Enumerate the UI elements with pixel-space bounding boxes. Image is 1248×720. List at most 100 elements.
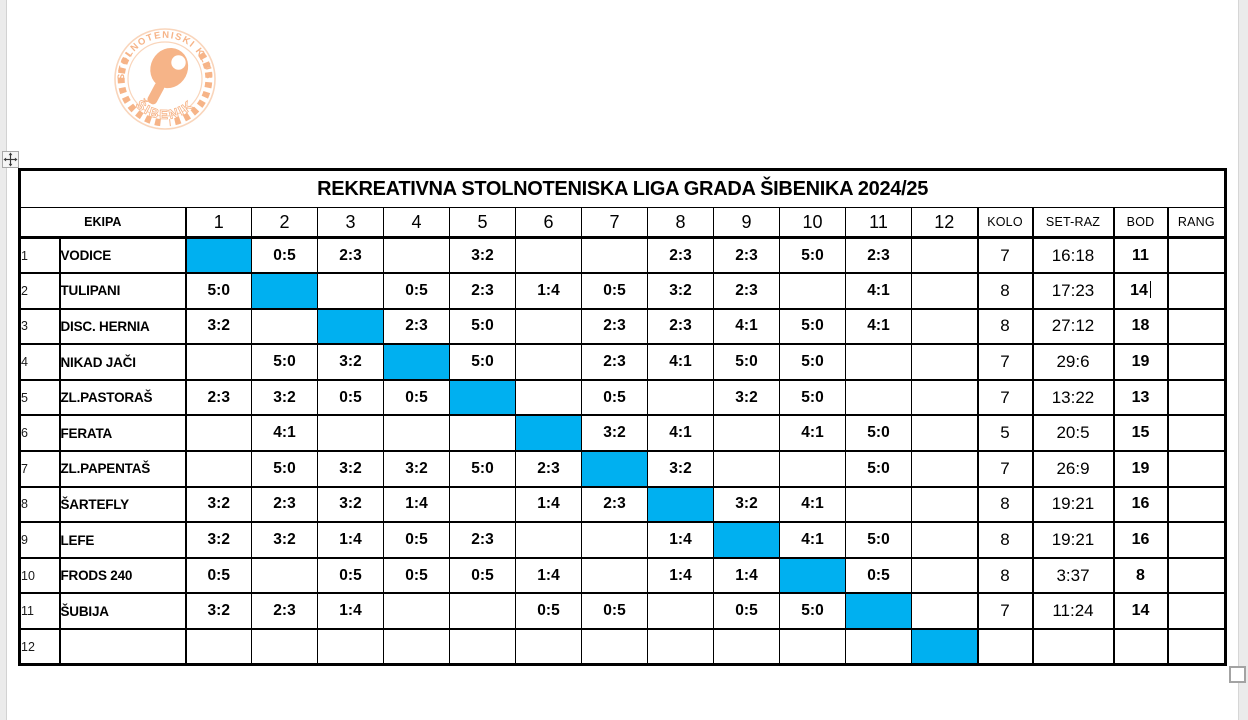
score-cell[interactable]: 5:0 — [779, 308, 846, 346]
score-cell[interactable] — [515, 344, 582, 381]
team-name-cell[interactable] — [58, 629, 186, 666]
team-name-cell[interactable]: ŠUBIJA — [58, 593, 186, 631]
kolo-header-cell[interactable]: KOLO — [976, 207, 1033, 239]
round-header-cell[interactable]: 2 — [251, 207, 318, 239]
score-cell[interactable]: 5:0 — [845, 451, 912, 488]
round-header-cell[interactable]: 3 — [317, 207, 384, 239]
score-cell[interactable]: 0:5 — [383, 273, 450, 310]
score-cell[interactable] — [515, 379, 582, 417]
score-cell[interactable]: 3:2 — [251, 379, 318, 417]
score-cell[interactable] — [647, 629, 714, 666]
score-cell[interactable]: 3:2 — [647, 451, 714, 488]
title-cell[interactable]: REKREATIVNA STOLNOTENISKA LIGA GRADA ŠIB… — [19, 169, 1226, 208]
bod-cell[interactable]: 16 — [1112, 522, 1168, 559]
row-number-cell[interactable]: 3 — [19, 308, 60, 346]
kolo-cell[interactable]: 7 — [976, 237, 1033, 275]
score-cell[interactable]: 3:2 — [713, 486, 780, 524]
score-cell[interactable]: 3:2 — [647, 273, 714, 310]
round-header-cell[interactable]: 8 — [647, 207, 714, 239]
score-cell[interactable] — [449, 415, 516, 453]
score-cell[interactable]: 2:3 — [184, 379, 252, 417]
set-raz-header-cell[interactable]: SET-RAZ — [1031, 207, 1114, 239]
team-name-cell[interactable]: DISC. HERNIA — [58, 308, 186, 346]
score-cell[interactable]: 5:0 — [184, 273, 252, 310]
score-cell[interactable]: 5:0 — [779, 593, 846, 631]
score-cell[interactable] — [449, 629, 516, 666]
row-number-cell[interactable]: 7 — [19, 451, 60, 488]
rang-cell[interactable] — [1166, 486, 1226, 524]
round-header-cell[interactable]: 12 — [911, 207, 978, 239]
diagonal-cell[interactable] — [581, 451, 648, 488]
team-name-cell[interactable]: ZL.PASTORAŠ — [58, 379, 186, 417]
set-raz-cell[interactable]: 27:12 — [1031, 308, 1114, 346]
kolo-cell[interactable] — [976, 629, 1033, 666]
score-cell[interactable]: 5:0 — [449, 308, 516, 346]
kolo-cell[interactable]: 7 — [976, 379, 1033, 417]
score-cell[interactable]: 1:4 — [317, 522, 384, 559]
score-cell[interactable]: 2:3 — [713, 273, 780, 310]
set-raz-cell[interactable]: 29:6 — [1031, 344, 1114, 381]
table-move-handle[interactable] — [2, 151, 19, 168]
rang-header-cell[interactable]: RANG — [1166, 207, 1226, 239]
team-name-cell[interactable]: NIKAD JAČI — [58, 344, 186, 381]
score-cell[interactable]: 4:1 — [845, 273, 912, 310]
score-cell[interactable]: 4:1 — [713, 308, 780, 346]
score-cell[interactable] — [911, 415, 978, 453]
round-header-cell[interactable]: 1 — [184, 207, 252, 239]
bod-cell[interactable]: 15 — [1112, 415, 1168, 453]
score-cell[interactable]: 1:4 — [383, 486, 450, 524]
score-cell[interactable] — [647, 593, 714, 631]
score-cell[interactable]: 0:5 — [184, 557, 252, 595]
score-cell[interactable] — [845, 629, 912, 666]
score-cell[interactable]: 5:0 — [713, 344, 780, 381]
diagonal-cell[interactable] — [383, 344, 450, 381]
score-cell[interactable]: 4:1 — [251, 415, 318, 453]
score-cell[interactable] — [911, 379, 978, 417]
set-raz-cell[interactable]: 16:18 — [1031, 237, 1114, 275]
row-number-cell[interactable]: 10 — [19, 557, 60, 595]
kolo-cell[interactable]: 8 — [976, 486, 1033, 524]
kolo-cell[interactable]: 7 — [976, 593, 1033, 631]
score-cell[interactable] — [713, 629, 780, 666]
score-cell[interactable] — [184, 415, 252, 453]
kolo-cell[interactable]: 8 — [976, 273, 1033, 310]
diagonal-cell[interactable] — [317, 308, 384, 346]
row-number-cell[interactable]: 12 — [19, 629, 60, 666]
score-cell[interactable]: 0:5 — [251, 237, 318, 275]
score-cell[interactable]: 4:1 — [779, 522, 846, 559]
score-cell[interactable]: 5:0 — [449, 344, 516, 381]
diagonal-cell[interactable] — [647, 486, 714, 524]
score-cell[interactable]: 3:2 — [251, 522, 318, 559]
round-header-cell[interactable]: 10 — [779, 207, 846, 239]
score-cell[interactable]: 3:2 — [581, 415, 648, 453]
diagonal-cell[interactable] — [911, 629, 978, 666]
bod-cell[interactable]: 8 — [1112, 557, 1168, 595]
score-cell[interactable] — [449, 486, 516, 524]
score-cell[interactable]: 5:0 — [449, 451, 516, 488]
score-cell[interactable]: 3:2 — [317, 451, 384, 488]
score-cell[interactable] — [581, 522, 648, 559]
set-raz-cell[interactable]: 11:24 — [1031, 593, 1114, 631]
bod-cell[interactable]: 18 — [1112, 308, 1168, 346]
score-cell[interactable]: 2:3 — [581, 308, 648, 346]
score-cell[interactable]: 5:0 — [845, 522, 912, 559]
score-cell[interactable]: 3:2 — [317, 486, 384, 524]
score-cell[interactable] — [383, 415, 450, 453]
row-number-cell[interactable]: 11 — [19, 593, 60, 631]
round-header-cell[interactable]: 7 — [581, 207, 648, 239]
score-cell[interactable]: 0:5 — [581, 593, 648, 631]
score-cell[interactable]: 4:1 — [647, 415, 714, 453]
rang-cell[interactable] — [1166, 629, 1226, 666]
score-cell[interactable] — [845, 344, 912, 381]
rang-cell[interactable] — [1166, 451, 1226, 488]
row-number-cell[interactable]: 4 — [19, 344, 60, 381]
score-cell[interactable]: 3:2 — [383, 451, 450, 488]
bod-cell[interactable]: 14 — [1112, 593, 1168, 631]
round-header-cell[interactable]: 4 — [383, 207, 450, 239]
score-cell[interactable]: 2:3 — [647, 308, 714, 346]
diagonal-cell[interactable] — [779, 557, 846, 595]
ekipa-header-cell[interactable]: EKIPA — [19, 207, 186, 239]
score-cell[interactable] — [383, 237, 450, 275]
score-cell[interactable] — [184, 629, 252, 666]
row-number-cell[interactable]: 6 — [19, 415, 60, 453]
